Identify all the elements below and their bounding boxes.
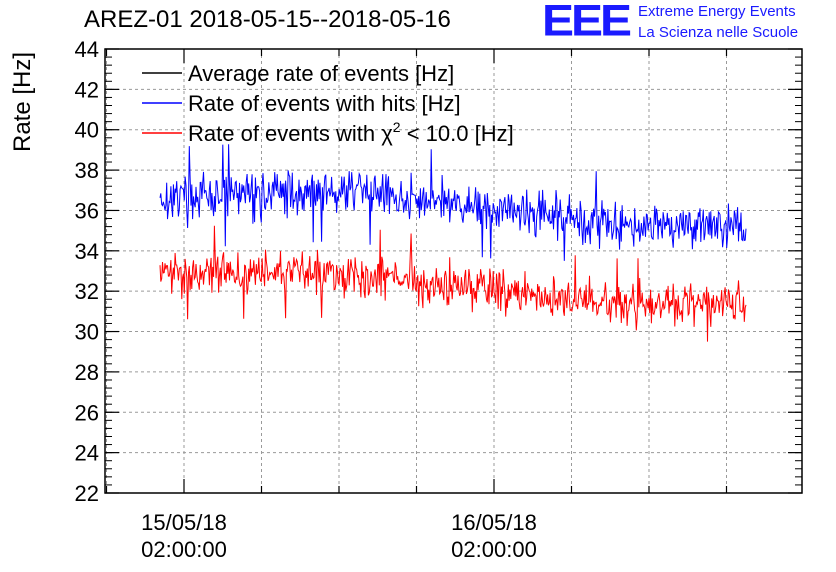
legend-label-chi2-prefix: Rate of events with <box>188 121 381 146</box>
y-tick-label: 38 <box>75 158 99 183</box>
legend-label-chi2-suffix: < 10.0 [Hz] <box>401 121 514 146</box>
y-tick-label: 22 <box>75 481 99 506</box>
axes-group: 22242628303234363840424415/05/1802:00:00… <box>75 37 803 562</box>
x-tick-label-date: 15/05/18 <box>141 510 227 535</box>
y-axis-label: Rate [Hz] <box>9 52 36 152</box>
x-tick-label-date: 16/05/18 <box>451 510 537 535</box>
legend-label-chi2-symbol: χ <box>381 121 393 146</box>
grid-lines <box>105 48 802 494</box>
logo-subtitle-2: La Scienza nelle Scuole <box>638 24 799 41</box>
legend: Average rate of events [Hz] Rate of even… <box>142 61 514 146</box>
x-tick-label-time: 02:00:00 <box>451 537 537 562</box>
legend-label-chi2: Rate of events with χ2 < 10.0 [Hz] <box>188 119 514 146</box>
y-tick-label: 40 <box>75 118 99 143</box>
x-tick-label-time: 02:00:00 <box>141 537 227 562</box>
y-tick-label: 42 <box>75 77 99 102</box>
legend-label-hits: Rate of events with hits [Hz] <box>188 91 461 116</box>
series-group <box>159 144 747 342</box>
eee-logo: EEE <box>542 0 632 46</box>
series-line-hits <box>159 144 747 261</box>
logo-subtitle-1: Extreme Energy Events <box>638 3 796 20</box>
series-line-chi2 <box>159 225 747 342</box>
y-tick-label: 30 <box>75 320 99 345</box>
legend-label-chi2-superscript: 2 <box>393 119 401 135</box>
y-tick-label: 24 <box>75 441 99 466</box>
chart-title: AREZ-01 2018-05-15--2018-05-16 <box>84 6 451 33</box>
plot-frame <box>104 48 803 494</box>
y-tick-label: 32 <box>75 279 99 304</box>
y-tick-label: 36 <box>75 198 99 223</box>
y-tick-label: 34 <box>75 239 99 264</box>
y-tick-label: 26 <box>75 400 99 425</box>
y-tick-label: 44 <box>75 37 99 62</box>
legend-label-average: Average rate of events [Hz] <box>188 61 454 86</box>
y-tick-label: 28 <box>75 360 99 385</box>
